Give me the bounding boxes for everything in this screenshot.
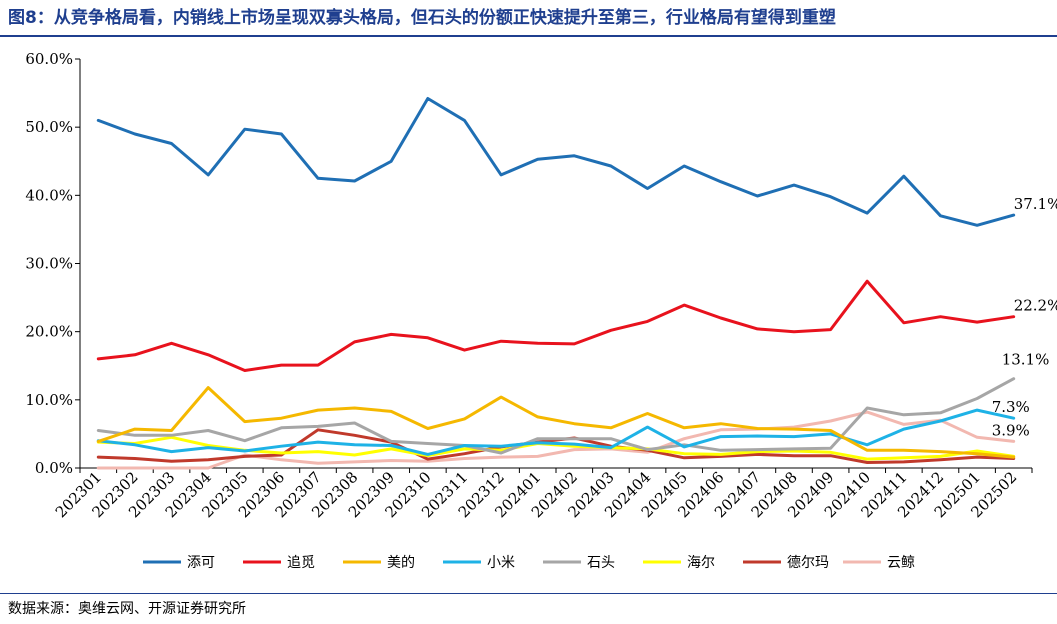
y-tick-label: 60.0% [25, 50, 73, 68]
end-label-4: 7.3% [992, 398, 1030, 416]
legend-label-8: 云鲸 [887, 555, 915, 571]
end-label-8: 3.9% [992, 421, 1030, 439]
line-chart: 0.0%10.0%20.0%30.0%40.0%50.0%60.0%202301… [25, 50, 1057, 571]
legend-label-5: 石头 [587, 555, 615, 571]
end-labels: 37.1% 22.2% 7.3% 13.1% 3.9% [992, 195, 1057, 439]
source-note: 数据来源：奥维云网、开源证券研究所 [8, 601, 246, 617]
series-line-5 [96, 377, 1016, 455]
series-lines [96, 97, 1016, 470]
series-line-1 [96, 97, 1016, 227]
series-line-4 [96, 408, 1016, 456]
end-label-1: 37.1% [1014, 195, 1057, 213]
legend-label-1: 添可 [187, 555, 215, 571]
y-tick-label: 40.0% [25, 186, 73, 204]
end-label-2: 22.2% [1014, 297, 1057, 315]
series-line-3 [96, 386, 1016, 459]
chart-title: 图8：从竞争格局看，内销线上市场呈现双寡头格局，但石头的份额正快速提升至第三，行… [8, 8, 836, 28]
y-tick-label: 10.0% [25, 391, 73, 409]
title-rule [0, 35, 1057, 37]
y-tick-label: 20.0% [25, 323, 73, 341]
y-tick-label: 50.0% [25, 118, 73, 136]
legend-label-7: 德尔玛 [787, 555, 829, 571]
y-tick-label: 30.0% [25, 255, 73, 273]
legend-label-6: 海尔 [687, 555, 715, 571]
legend: 添可 追觅 美的 小米 石头 海尔 德尔玛 云鲸 [143, 555, 915, 571]
end-label-5: 13.1% [1002, 351, 1050, 369]
legend-label-3: 美的 [387, 555, 415, 571]
legend-label-4: 小米 [487, 555, 515, 571]
y-tick-label: 0.0% [35, 459, 73, 477]
series-line-2 [96, 279, 1016, 372]
source-rule [0, 593, 1057, 594]
legend-label-2: 追觅 [287, 555, 315, 571]
